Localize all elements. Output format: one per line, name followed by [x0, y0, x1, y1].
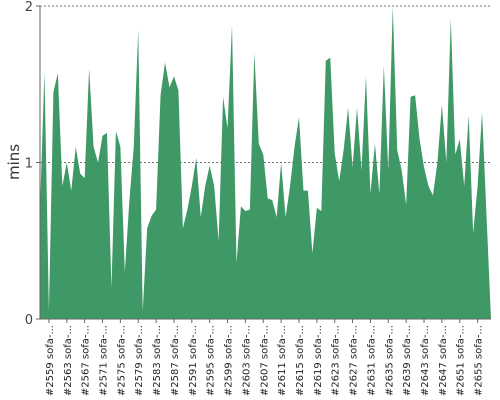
x-tick-label: #2603 sofa-...: [241, 325, 252, 396]
x-tick-label: #2643 sofa-...: [420, 325, 431, 396]
x-tick-label: #2611 sofa-...: [277, 325, 288, 396]
x-tick-label: #2619 sofa-...: [313, 325, 324, 396]
x-tick-label: #2615 sofa-...: [295, 325, 306, 396]
x-tick-label: #2595 sofa-...: [206, 325, 217, 396]
x-tick-label: #2591 sofa-...: [188, 325, 199, 396]
x-tick-label: #2579 sofa-...: [134, 325, 145, 396]
x-tick-label: #2623 sofa-...: [331, 325, 342, 396]
x-tick-label: #2635 sofa-...: [384, 325, 395, 396]
x-tick-label: #2651 sofa-...: [456, 325, 467, 396]
x-tick-label: #2587 sofa-...: [170, 325, 181, 396]
x-tick-label: #2559 sofa-...: [45, 325, 56, 396]
x-tick-label: #2571 sofa-...: [99, 325, 110, 396]
y-axis-label: mins: [5, 144, 23, 180]
x-tick-label: #2575 sofa-...: [116, 325, 127, 396]
x-tick-label: #2563 sofa-...: [63, 325, 74, 396]
x-tick-label: #2655 sofa-...: [474, 325, 485, 396]
x-tick-label: #2607 sofa-...: [259, 325, 270, 396]
x-tick-label: #2647 sofa-...: [438, 325, 449, 396]
area-series-fill: [40, 6, 491, 319]
y-tick-label: 0: [25, 313, 33, 328]
y-tick-label: 1: [25, 157, 33, 172]
x-tick-label: #2631 sofa-...: [366, 325, 377, 396]
x-tick-label: #2599 sofa-...: [224, 325, 235, 396]
grid-lines: [40, 5, 491, 163]
x-tick-labels: #2559 sofa-... #2563 sofa-... #2567 sofa-.…: [45, 319, 485, 396]
area-series: [39, 5, 491, 319]
y-tick-labels: 0 1 2: [25, 0, 40, 328]
y-tick-label: 2: [25, 0, 33, 15]
x-tick-label: #2627 sofa-...: [349, 325, 360, 396]
x-tick-label: #2583 sofa-...: [152, 325, 163, 396]
x-tick-label: #2639 sofa-...: [402, 325, 413, 396]
x-tick-label: #2567 sofa-...: [81, 325, 92, 396]
